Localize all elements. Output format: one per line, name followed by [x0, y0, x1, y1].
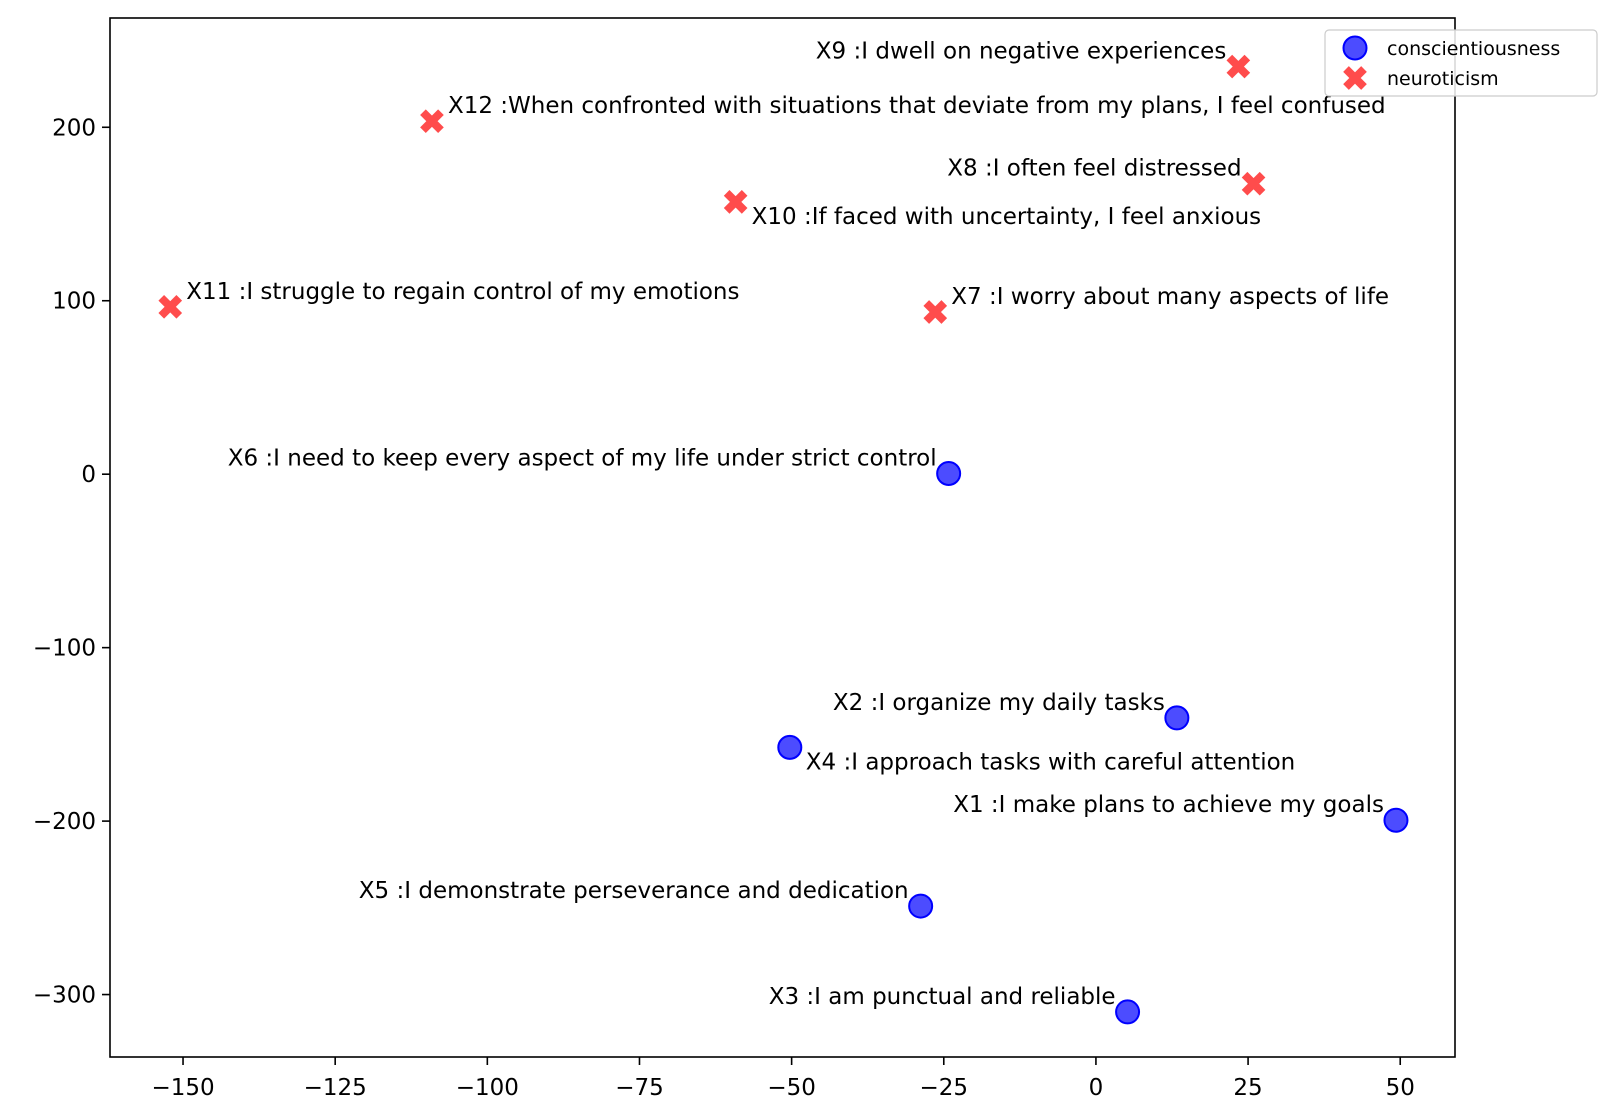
y-tick-label: −300	[33, 983, 96, 1009]
neuroticism-point	[1226, 54, 1251, 79]
neuroticism-point	[158, 294, 183, 319]
point-label: X4 :I approach tasks with careful attent…	[806, 749, 1295, 775]
x-tick-label: 25	[1233, 1075, 1262, 1101]
neuroticism-legend-marker	[1343, 66, 1367, 90]
point-label: X6 :I need to keep every aspect of my li…	[228, 445, 937, 471]
conscientiousness-legend-marker	[1342, 35, 1368, 61]
point-label: X11 :I struggle to regain control of my …	[186, 279, 739, 305]
conscientiousness-point	[1164, 705, 1190, 731]
conscientiousness-point	[777, 734, 803, 760]
x-tick-label: −125	[304, 1075, 367, 1101]
point-label: X2 :I organize my daily tasks	[833, 690, 1165, 716]
point-label: X10 :If faced with uncertainty, I feel a…	[752, 204, 1262, 230]
neuroticism-point	[1241, 171, 1266, 196]
axis-ticks: −150 −125 −100 −75 −50 −25 0 25 50 −300 −200 −100 0 1…	[33, 115, 1415, 1101]
conscientiousness-point	[1383, 807, 1409, 833]
x-tick-label: 50	[1386, 1075, 1415, 1101]
neuroticism-point	[420, 109, 444, 134]
neuroticism-point	[923, 300, 948, 324]
x-tick-label: −100	[456, 1075, 519, 1101]
conscientiousness-point	[908, 893, 934, 919]
legend-label: conscientiousness	[1387, 38, 1560, 60]
x-tick-label: −75	[615, 1075, 664, 1101]
y-tick-label: 100	[52, 289, 96, 315]
y-tick-label: −200	[33, 809, 96, 835]
legend: conscientiousness neuroticism	[1324, 29, 1598, 97]
y-tick-label: −100	[33, 636, 96, 662]
point-label: X1 :I make plans to achieve my goals	[953, 792, 1384, 818]
point-label: X9 :I dwell on negative experiences	[816, 39, 1227, 65]
x-tick-label: −25	[920, 1075, 969, 1101]
y-tick-label: 200	[52, 115, 96, 141]
x-tick-label: −50	[767, 1075, 816, 1101]
point-labels: X1 :I make plans to achieve my goals X2 :…	[186, 39, 1389, 1010]
point-label: X3 :I am punctual and reliable	[769, 984, 1116, 1010]
legend-frame	[1324, 29, 1598, 97]
conscientiousness-point	[1115, 999, 1141, 1025]
legend-label: neuroticism	[1387, 68, 1499, 90]
point-label: X5 :I demonstrate perseverance and dedic…	[359, 878, 909, 904]
x-tick-label: 0	[1089, 1075, 1104, 1101]
conscientiousness-point	[936, 460, 962, 486]
neuroticism-point	[723, 190, 748, 214]
point-label: X7 :I worry about many aspects of life	[951, 284, 1389, 310]
plot-area-frame	[109, 17, 1456, 1058]
point-label: X8 :I often feel distressed	[947, 156, 1241, 182]
data-points	[158, 54, 1409, 1025]
y-tick-label: 0	[81, 462, 96, 488]
point-label: X12 :When confronted with situations tha…	[448, 93, 1386, 119]
x-tick-label: −150	[151, 1075, 214, 1101]
